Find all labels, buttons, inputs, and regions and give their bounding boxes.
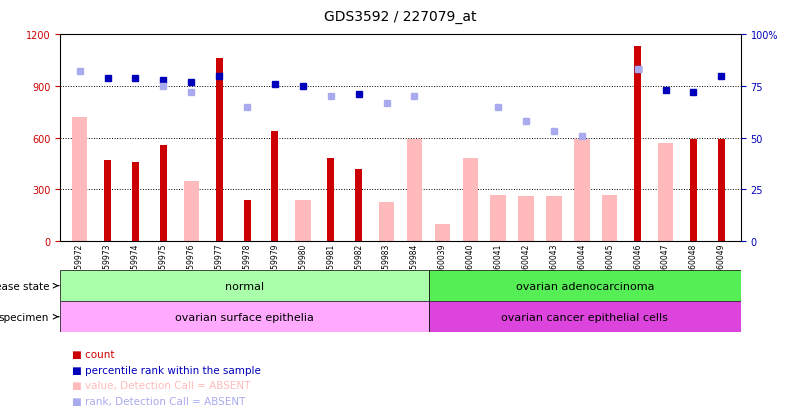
Bar [634, 47, 641, 242]
Bar [160, 145, 167, 242]
Bar [355, 169, 362, 242]
Text: ■ count: ■ count [72, 349, 115, 359]
Bar [244, 200, 251, 242]
Bar [132, 162, 139, 242]
Bar [60, 271, 429, 301]
Text: ■ value, Detection Call = ABSENT: ■ value, Detection Call = ABSENT [72, 380, 251, 390]
Text: ■ rank, Detection Call = ABSENT: ■ rank, Detection Call = ABSENT [72, 396, 245, 406]
Bar [429, 271, 741, 301]
Bar [546, 197, 562, 242]
Text: normal: normal [225, 281, 264, 291]
Text: ovarian surface epithelia: ovarian surface epithelia [175, 312, 314, 322]
Bar [328, 159, 334, 242]
Text: GDS3592 / 227079_at: GDS3592 / 227079_at [324, 10, 477, 24]
Bar [272, 131, 279, 242]
Text: ovarian cancer epithelial cells: ovarian cancer epithelial cells [501, 312, 668, 322]
Bar [72, 118, 87, 242]
Bar [379, 202, 394, 242]
Bar [407, 140, 422, 242]
Text: disease state: disease state [0, 281, 49, 291]
Bar [490, 195, 506, 242]
Bar [104, 161, 111, 242]
Bar [429, 301, 741, 332]
Bar [463, 159, 478, 242]
Bar [602, 195, 618, 242]
Bar [518, 197, 533, 242]
Bar [295, 200, 311, 242]
Bar [658, 143, 674, 242]
Bar [690, 140, 697, 242]
Bar [215, 59, 223, 242]
Bar [435, 224, 450, 242]
Bar [574, 140, 590, 242]
Bar [718, 140, 725, 242]
Text: ovarian adenocarcinoma: ovarian adenocarcinoma [516, 281, 654, 291]
Text: ■ percentile rank within the sample: ■ percentile rank within the sample [72, 365, 261, 375]
Bar [183, 181, 199, 242]
Text: specimen: specimen [0, 312, 49, 322]
Bar [60, 301, 429, 332]
